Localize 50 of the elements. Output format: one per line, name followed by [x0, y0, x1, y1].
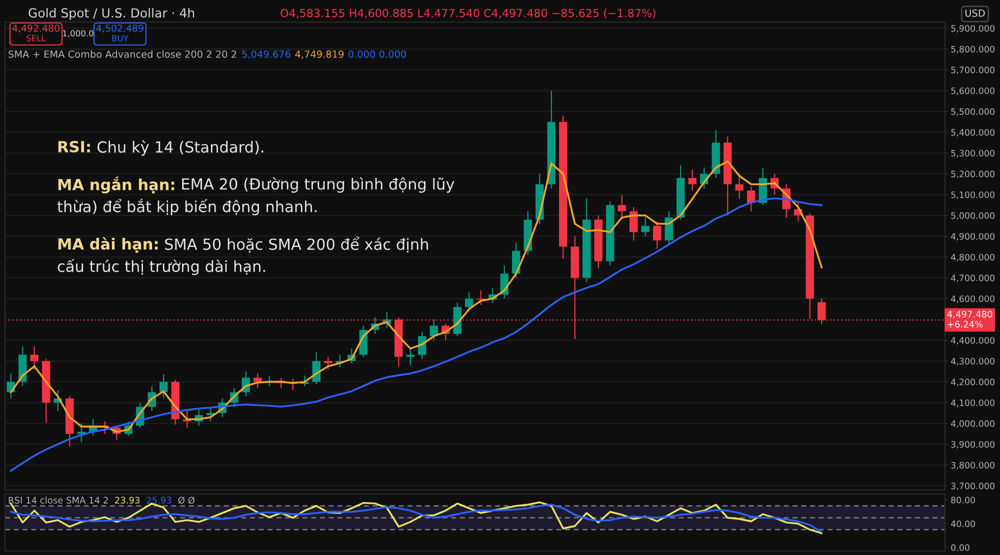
- annotation: cấu trúc thị trường dài hạn.: [58, 258, 265, 276]
- y-tick-label: 5,000.000: [951, 212, 995, 220]
- annotation: 23.93: [115, 496, 140, 504]
- y-tick-label: 5,600.000: [951, 87, 995, 95]
- y-tick-label: 40.00: [950, 520, 976, 528]
- annotation: 1,000.0: [63, 30, 94, 38]
- annotation: BUY: [112, 35, 128, 42]
- y-tick-label: 4,300.000: [950, 358, 995, 366]
- annotation: 25.93: [146, 496, 172, 504]
- annotation: EMA 20 (Đường trung bình động lũy: [182, 177, 454, 193]
- y-tick-label: 5,700.000: [951, 66, 995, 74]
- y-tick-label: 5,200.000: [951, 170, 995, 178]
- annotation: SMA 50 hoặc SMA 200 để xác định: [165, 236, 428, 253]
- chart-title: RSI 14 close SMA 14 2: [8, 496, 108, 504]
- ref-line-label: 4,497.480 +6.24%: [947, 310, 992, 328]
- text: USD: [965, 9, 985, 17]
- y-tick-label: 3,700.000: [951, 482, 995, 490]
- annotation: Ø Ø: [178, 496, 195, 504]
- annotation: 5,049.676: [242, 50, 290, 59]
- y-tick-label: 4,400.000: [950, 337, 995, 345]
- annotation: MA dài hạn:: [58, 237, 158, 253]
- y-tick-label: 5,800.000: [951, 46, 995, 54]
- y-tick-label: 4,100.000: [950, 399, 995, 407]
- y-tick-label: 5,300.000: [951, 150, 995, 158]
- y-tick-label: 80.00: [951, 496, 976, 504]
- annotation: SMA + EMA Combo Advanced close 200 2 20 2: [8, 50, 236, 58]
- y-tick-label: 5,500.000: [951, 108, 995, 116]
- y-tick-label: 4,600.000: [950, 295, 995, 303]
- y-tick-label: 5,900.000: [951, 25, 995, 33]
- annotation: SELL: [26, 35, 46, 42]
- y-tick-label: 4,000.000: [950, 420, 995, 428]
- annotation: 4,502.489: [96, 24, 144, 33]
- y-tick-label: 5,400.000: [951, 129, 995, 137]
- y-tick-label: 4,800.000: [950, 254, 995, 262]
- y-tick-label: 3,800.000: [951, 462, 995, 470]
- annotation: MA ngắn hạn:: [58, 176, 174, 194]
- y-tick-label: 0.00: [951, 544, 970, 551]
- y-tick-label: 3,900.000: [951, 441, 995, 449]
- annotation: 0.000 0.000: [348, 50, 406, 58]
- y-tick-label: 5,100.000: [951, 191, 995, 199]
- annotation: RSI:: [58, 140, 90, 152]
- annotation: 4,749.819: [295, 50, 344, 59]
- chart-subtitle: O4,583.155 H4,600.885 L4,477.540 C4,497.480 −85.625 (−1.87%): [280, 8, 656, 19]
- annotation: 4,492.480: [12, 24, 60, 33]
- y-tick-label: 4,700.000: [950, 274, 995, 282]
- y-tick-label: 4,200.000: [950, 378, 995, 386]
- y-tick-label: 4,900.000: [950, 233, 995, 241]
- chart-title: Gold Spot / U.S. Dollar · 4h: [28, 8, 194, 20]
- annotation: thừa) để bắt kịp biến động nhanh.: [57, 198, 317, 216]
- annotation: Chu kỳ 14 (Standard).: [97, 140, 264, 156]
